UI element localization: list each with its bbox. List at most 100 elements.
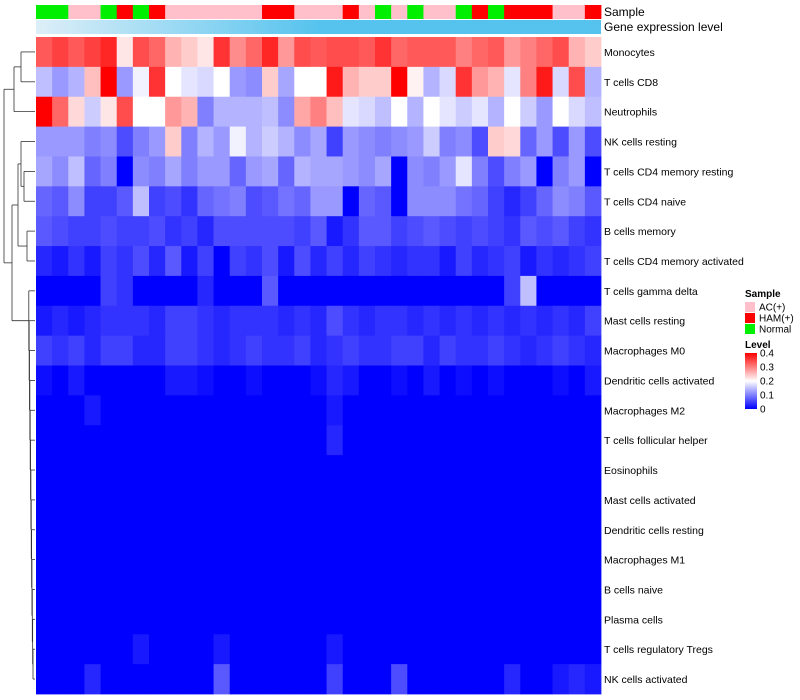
heatmap-cell — [536, 216, 553, 247]
heatmap-cell — [536, 574, 553, 605]
heatmap-cell — [568, 305, 586, 337]
heatmap-cell — [100, 156, 118, 187]
heatmap-cell — [407, 455, 424, 486]
heatmap-cell — [504, 66, 521, 98]
heatmap-cell — [342, 66, 360, 98]
heatmap-cell — [504, 305, 521, 337]
heatmap-cell — [504, 664, 521, 695]
heatmap-cell — [52, 544, 69, 575]
heatmap-cell — [423, 156, 440, 187]
sample-annotation-cell — [358, 5, 376, 19]
heatmap-cell — [52, 37, 69, 68]
legend-label: AC(+) — [759, 303, 785, 314]
heatmap-cell — [36, 425, 53, 456]
heatmap-cell — [568, 275, 586, 307]
heatmap-cell — [536, 126, 553, 157]
heatmap-cell — [197, 365, 214, 396]
heatmap-cell — [536, 484, 553, 516]
heatmap-cell — [294, 305, 311, 337]
heatmap-cell — [520, 126, 537, 157]
heatmap-cell — [471, 305, 489, 337]
heatmap-cell — [407, 484, 424, 516]
heatmap-cell — [245, 156, 263, 187]
heatmap-cell — [116, 664, 134, 695]
colorbar-tick-label: 0.3 — [760, 363, 774, 374]
heatmap-cell — [278, 335, 295, 366]
heatmap-cell — [84, 66, 101, 98]
heatmap-cell — [294, 544, 311, 575]
heatmap-cell — [358, 514, 376, 546]
heatmap-cell — [520, 514, 537, 546]
heatmap-cell — [568, 186, 586, 217]
heatmap-cell — [439, 156, 457, 187]
heatmap-cell — [197, 275, 214, 307]
heatmap-cell — [536, 395, 553, 426]
heatmap-cell — [245, 604, 263, 635]
heatmap-cell — [116, 246, 134, 277]
heatmap-cell — [165, 66, 182, 98]
heatmap-cell — [504, 395, 521, 426]
heatmap-cell — [52, 365, 69, 396]
heatmap-cell — [520, 395, 537, 426]
heatmap-cell — [439, 275, 457, 307]
heatmap-cell — [116, 186, 134, 217]
heatmap-cell — [342, 514, 360, 546]
heatmap-cell — [52, 66, 69, 98]
colorbar-tick-label: 0 — [760, 405, 766, 416]
heatmap-cell — [488, 305, 505, 337]
heatmap-cell — [326, 275, 344, 307]
heatmap-cell — [568, 246, 586, 277]
sample-annotation-cell — [116, 5, 134, 19]
heatmap-cell — [423, 634, 440, 665]
heatmap-cell — [504, 365, 521, 396]
heatmap-cell — [84, 425, 101, 456]
heatmap-cell — [294, 395, 311, 426]
heatmap-cell — [536, 275, 553, 307]
heatmap-cell — [520, 335, 537, 366]
heatmap-cell — [504, 216, 521, 247]
heatmap-cell — [278, 126, 295, 157]
heatmap-cell — [68, 37, 85, 68]
heatmap-cell — [149, 156, 166, 187]
heatmap-cell — [439, 96, 457, 127]
heatmap-cell — [423, 544, 440, 575]
heatmap-cell — [568, 664, 586, 695]
heatmap-cell — [310, 335, 327, 366]
heatmap-cell — [84, 305, 101, 337]
heatmap-cell — [326, 66, 344, 98]
heatmap-cell — [520, 455, 537, 486]
heatmap-cell — [520, 37, 537, 68]
heatmap-cell — [116, 365, 134, 396]
heatmap-cell — [52, 484, 69, 516]
heatmap-cell — [375, 574, 392, 605]
heatmap-cell — [536, 425, 553, 456]
heatmap-cell — [229, 664, 247, 695]
heatmap-cell — [132, 335, 150, 366]
heatmap-cell — [423, 514, 440, 546]
heatmap-cell — [310, 544, 327, 575]
heatmap-cell — [326, 37, 344, 68]
heatmap-cell — [132, 156, 150, 187]
heatmap-cell — [407, 216, 424, 247]
heatmap-cell — [520, 574, 537, 605]
heatmap-cell — [310, 455, 327, 486]
row-label: Neutrophils — [604, 107, 657, 119]
heatmap-cell — [165, 664, 182, 695]
heatmap-cell — [245, 455, 263, 486]
heatmap-cell — [584, 455, 602, 486]
heatmap-cell — [423, 455, 440, 486]
heatmap-cell — [342, 365, 360, 396]
heatmap-cell — [262, 365, 279, 396]
heatmap-cell — [84, 126, 101, 157]
legend-title-sample: Sample — [745, 289, 781, 300]
heatmap-cell — [326, 216, 344, 247]
heatmap-cell — [84, 246, 101, 277]
heatmap-cell — [358, 156, 376, 187]
heatmap-cell — [375, 455, 392, 486]
heatmap-cell — [488, 275, 505, 307]
heatmap-cell — [488, 604, 505, 635]
heatmap-cell — [213, 574, 231, 605]
heatmap-cell — [310, 484, 327, 516]
heatmap-cell — [584, 66, 602, 98]
